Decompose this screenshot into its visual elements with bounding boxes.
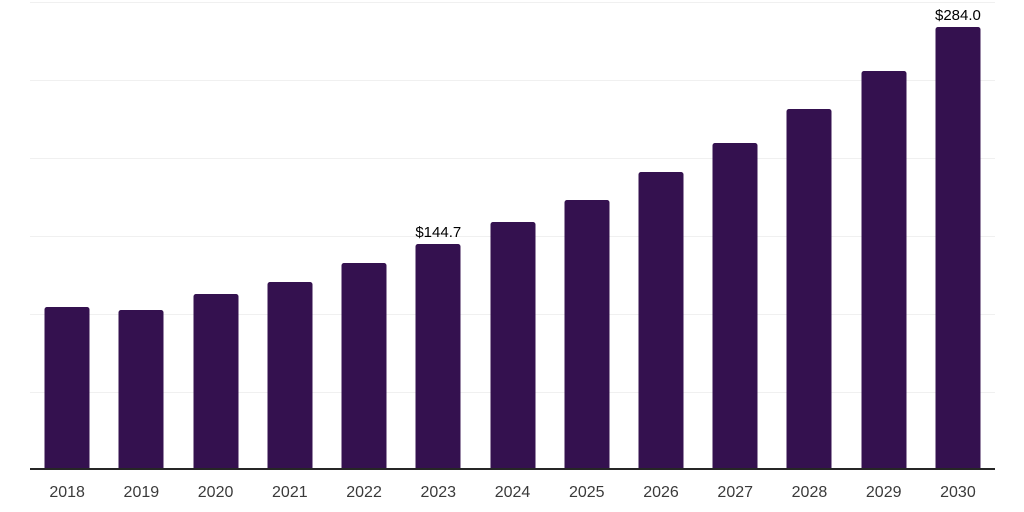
bar <box>861 70 907 470</box>
bar-slot <box>624 0 698 470</box>
x-tick-label: 2021 <box>272 484 308 501</box>
bar <box>712 143 758 470</box>
bar-value-label: $144.7 <box>415 224 462 242</box>
bar-value-label: $284.0 <box>934 6 981 24</box>
bar <box>490 221 536 470</box>
bar <box>118 309 164 470</box>
x-tick-label: 2019 <box>123 484 160 501</box>
bar-slot <box>178 0 252 470</box>
bar-slot <box>253 0 327 470</box>
bar <box>44 307 90 470</box>
bar <box>935 26 981 470</box>
x-axis-labels: 2018 2019 2020 2021 2022 2023 2024 2025 2026 2027… <box>30 483 995 502</box>
bar-slot <box>550 0 624 470</box>
x-tick-label: 2022 <box>346 484 382 501</box>
x-tick-label: 2023 <box>420 484 457 501</box>
bar-slot <box>847 0 921 470</box>
bar <box>193 294 239 470</box>
bar-slot <box>104 0 178 470</box>
bar-slot: $144.7 <box>401 0 475 470</box>
gridline <box>30 80 995 81</box>
bar-slot <box>772 0 846 470</box>
x-tick-label: 2018 <box>49 484 85 501</box>
gridline <box>30 2 995 3</box>
bar-slot <box>698 0 772 470</box>
bar <box>267 282 313 470</box>
bar-slot <box>475 0 549 470</box>
bars: $144.7 $284.0 <box>30 0 995 470</box>
plot-area: $144.7 $284.0 <box>30 0 995 470</box>
x-tick-label: 2027 <box>717 484 754 501</box>
bar <box>341 263 387 470</box>
bar <box>564 199 610 470</box>
x-tick-label: 2020 <box>197 484 234 501</box>
x-tick-label: 2028 <box>791 484 828 501</box>
x-tick-label: 2029 <box>865 484 902 501</box>
bar <box>638 172 684 470</box>
bar-slot <box>30 0 104 470</box>
bar <box>415 244 461 470</box>
x-tick-label: 2030 <box>940 484 976 501</box>
x-tick-label: 2026 <box>643 484 679 501</box>
x-tick-label: 2024 <box>494 484 531 501</box>
x-tick-label: 2025 <box>568 484 605 501</box>
bar-slot: $284.0 <box>921 0 995 470</box>
x-axis-line <box>30 468 995 470</box>
gridline <box>30 158 995 159</box>
bar <box>786 109 832 470</box>
bar-slot <box>327 0 401 470</box>
